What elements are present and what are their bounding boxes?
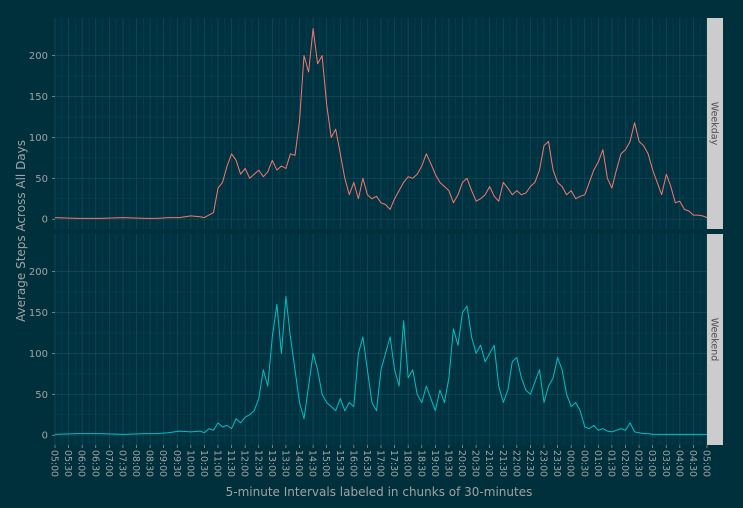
weekday-y-tick-label: 0 [42, 215, 48, 226]
x-tick-label: 14:30 [307, 450, 318, 477]
weekend-y-tick-label: 150 [29, 308, 48, 319]
x-tick-label: 05:00 [49, 450, 60, 477]
x-tick-label: 10:30 [198, 450, 209, 477]
x-tick-label: 00:30 [578, 450, 589, 477]
x-tick-label: 21:30 [497, 450, 508, 477]
weekday-y-tick-label: 150 [29, 92, 48, 103]
x-tick-label: 04:00 [673, 450, 684, 477]
x-ticks-layer: 05:00 05:30 06:00 06:30 07:00 07:30 08:00 08:30… [49, 445, 712, 477]
x-tick-label: 02:30 [633, 450, 644, 477]
y-ticks-layer: 0 50 100 150 200 0 50 100 150 200 [29, 51, 55, 442]
weekend-y-tick-label: 50 [35, 390, 48, 401]
x-tick-label: 08:30 [144, 450, 155, 477]
x-tick-label: 00:00 [565, 450, 576, 477]
weekday-series-line [54, 28, 708, 219]
x-tick-label: 02:00 [619, 450, 630, 477]
x-tick-label: 09:00 [157, 450, 168, 477]
strips-layer: Weekday Weekend [707, 18, 723, 445]
x-tick-label: 22:00 [510, 450, 521, 477]
x-tick-label: 05:30 [62, 450, 73, 477]
x-tick-label: 18:00 [402, 450, 413, 477]
x-tick-label: 11:30 [225, 450, 236, 477]
x-tick-label: 06:30 [89, 450, 100, 477]
x-axis-title: 5-minute Intervals labeled in chunks of … [226, 485, 533, 499]
x-tick-label: 14:00 [293, 450, 304, 477]
weekend-strip-label: Weekend [709, 318, 720, 362]
x-tick-label: 11:00 [212, 450, 223, 477]
weekday-y-tick-label: 50 [35, 174, 48, 185]
x-tick-label: 17:00 [375, 450, 386, 477]
x-tick-label: 05:00 [701, 450, 712, 477]
x-tick-label: 16:00 [347, 450, 358, 477]
weekday-y-tick-label: 100 [29, 133, 48, 144]
weekend-y-tick-label: 0 [42, 431, 48, 442]
weekday-y-tick-label: 200 [29, 51, 48, 62]
x-tick-label: 18:30 [415, 450, 426, 477]
x-tick-label: 09:30 [171, 450, 182, 477]
x-tick-label: 15:00 [320, 450, 331, 477]
x-tick-label: 13:00 [266, 450, 277, 477]
x-tick-label: 21:00 [483, 450, 494, 477]
x-tick-label: 03:30 [660, 450, 671, 477]
x-tick-label: 01:30 [605, 450, 616, 477]
x-tick-label: 23:00 [538, 450, 549, 477]
weekend-series-line [54, 295, 707, 435]
x-tick-label: 17:30 [388, 450, 399, 477]
x-tick-label: 07:30 [116, 450, 127, 477]
x-tick-label: 19:00 [429, 450, 440, 477]
weekday-strip-label: Weekday [709, 102, 720, 146]
x-tick-label: 20:30 [470, 450, 481, 477]
x-tick-label: 13:30 [279, 450, 290, 477]
weekday-facet-strip [707, 18, 723, 229]
x-tick-label: 12:00 [239, 450, 250, 477]
x-tick-label: 07:00 [103, 450, 114, 477]
x-tick-label: 08:00 [130, 450, 141, 477]
x-tick-label: 03:00 [646, 450, 657, 477]
x-tick-label: 12:30 [252, 450, 263, 477]
x-tick-label: 15:30 [334, 450, 345, 477]
weekend-y-tick-label: 100 [29, 349, 48, 360]
x-tick-label: 22:30 [524, 450, 535, 477]
x-tick-label: 20:00 [456, 450, 467, 477]
x-tick-label: 06:00 [76, 450, 87, 477]
x-tick-label: 10:00 [184, 450, 195, 477]
x-tick-label: 01:00 [592, 450, 603, 477]
x-tick-label: 16:30 [361, 450, 372, 477]
y-axis-title: Average Steps Across All Days [14, 140, 28, 322]
weekend-facet-strip [707, 234, 723, 445]
weekend-y-tick-label: 200 [29, 267, 48, 278]
x-tick-label: 04:30 [687, 450, 698, 477]
panels-layer [54, 18, 708, 445]
x-tick-label: 19:30 [442, 450, 453, 477]
x-tick-label: 23:30 [551, 450, 562, 477]
